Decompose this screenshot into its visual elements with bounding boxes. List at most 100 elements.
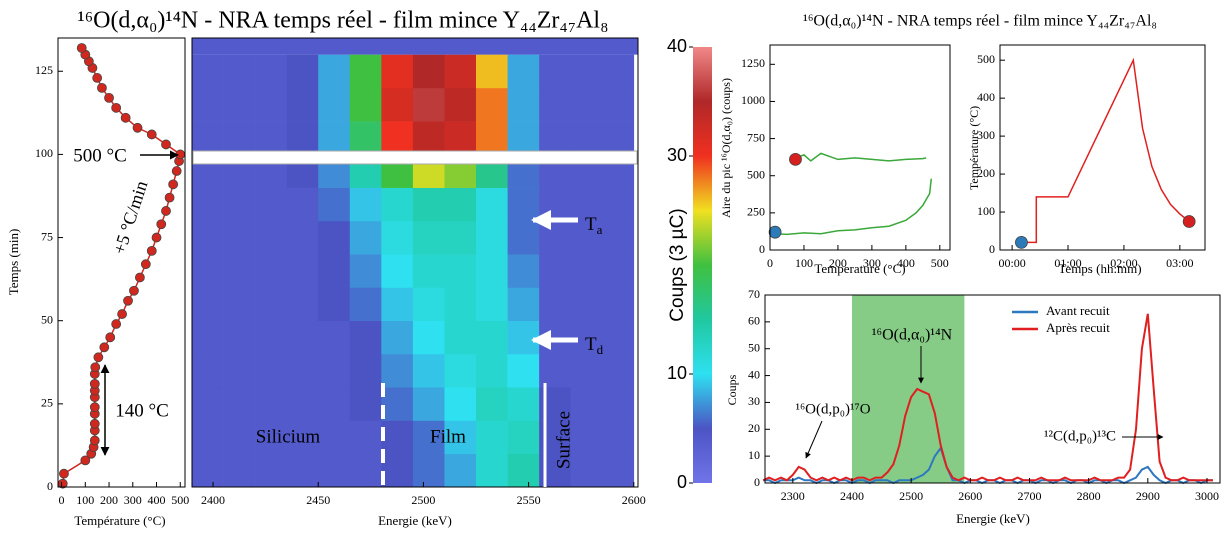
heatmap-cell xyxy=(192,420,224,455)
heatmap-cell xyxy=(349,220,382,255)
heatmap-cell xyxy=(539,87,571,122)
heatmap-cell xyxy=(381,121,414,155)
marker xyxy=(111,319,122,329)
x-tick-label: 400 xyxy=(897,256,915,270)
heatmap-cell xyxy=(570,54,603,89)
annotation: ¹⁶O(d,α₀)¹⁴N xyxy=(872,327,953,344)
heatmap-cell xyxy=(507,420,540,455)
heatmap-cell xyxy=(381,54,414,89)
heatmap-cell xyxy=(476,87,508,122)
heatmap-cell xyxy=(381,320,414,355)
marker xyxy=(768,225,782,239)
y-tick-label: 300 xyxy=(977,128,995,142)
marker xyxy=(97,82,107,93)
heatmap-cell xyxy=(318,187,351,222)
heatmap-cell xyxy=(507,387,540,421)
heatmap-cell xyxy=(381,187,414,222)
marker xyxy=(89,418,100,429)
heatmap-cell xyxy=(444,121,477,155)
y-tick-label: 500 xyxy=(977,52,995,66)
y-tick-label: 1250 xyxy=(741,56,765,70)
heatmap-cell xyxy=(286,87,319,122)
heatmap-cell xyxy=(444,453,477,488)
heatmap-cell xyxy=(223,453,256,488)
heatmap-cell xyxy=(412,387,445,421)
heatmap-cell xyxy=(318,87,351,122)
x-tick-label: 2400 xyxy=(840,489,864,503)
heatmap-cell xyxy=(318,121,351,155)
heatmap-cell xyxy=(570,121,603,155)
x-tick-label: 200 xyxy=(100,493,118,507)
heatmap-cell xyxy=(412,420,445,455)
plot-frame xyxy=(999,44,1206,251)
x-tick-label: 100 xyxy=(795,256,813,270)
series-line xyxy=(776,178,933,236)
heatmap-cell xyxy=(255,420,287,455)
marker xyxy=(146,245,157,256)
heatmap-cell xyxy=(602,320,635,355)
y-tick-label: 75 xyxy=(41,229,53,243)
heatmap-cell xyxy=(507,287,540,322)
marker xyxy=(80,455,91,466)
x-tick-label: 02:00 xyxy=(1110,256,1137,270)
plot-frame xyxy=(769,44,951,251)
arrow xyxy=(805,420,823,459)
heatmap-cell xyxy=(570,254,603,288)
heatmap-cell xyxy=(444,87,477,122)
annotation-text: T xyxy=(585,334,597,355)
heatmap-cell xyxy=(318,353,351,388)
heatmap-cell xyxy=(318,453,351,488)
y-tick-label: 50 xyxy=(41,312,53,326)
heatmap-cell xyxy=(223,387,256,421)
heatmap-cell xyxy=(602,387,635,421)
marker xyxy=(120,112,131,123)
marker xyxy=(92,73,103,83)
heatmap-cell xyxy=(412,287,445,322)
x-tick-label: 500 xyxy=(171,493,189,507)
heatmap-cell xyxy=(570,220,603,255)
x-tick-label: 2600 xyxy=(958,489,982,503)
heatmap-cell xyxy=(255,254,287,288)
heatmap-cell xyxy=(223,254,256,288)
y-tick-label: 750 xyxy=(747,130,765,144)
x-tick-label: 2550 xyxy=(517,493,541,507)
heatmap-cell xyxy=(349,187,382,222)
marker xyxy=(90,362,101,373)
marker xyxy=(161,206,171,216)
heatmap-cell xyxy=(539,320,571,355)
marker xyxy=(93,352,104,363)
colorbar-tick-label: 0 xyxy=(677,472,687,492)
heatmap-cell xyxy=(286,220,319,255)
heatmap-cell xyxy=(255,87,287,122)
y-tick-label: 100 xyxy=(35,146,53,160)
x-axis-label: Temperature (°C) xyxy=(814,261,905,276)
heatmap-cell xyxy=(286,287,319,322)
y-tick-label: 1000 xyxy=(741,93,765,107)
heatmap-cell xyxy=(349,54,382,89)
heatmap-cell xyxy=(507,54,540,89)
heatmap-cell xyxy=(476,353,508,388)
heatmap-cell xyxy=(349,254,382,288)
gap-band xyxy=(192,150,638,165)
heatmap-cell xyxy=(476,220,508,255)
y-tick-label: 25 xyxy=(41,396,53,410)
marker xyxy=(59,468,69,479)
y-tick-label: 70 xyxy=(748,287,760,301)
heatmap-cell xyxy=(507,320,540,355)
heatmap-cell xyxy=(381,453,414,488)
marker xyxy=(105,332,116,343)
heatmap-cell xyxy=(255,54,287,89)
marker xyxy=(89,435,100,446)
heatmap-cell xyxy=(507,187,540,222)
plot-frame xyxy=(764,294,1221,484)
colorbar-label: Coups (3 µC) xyxy=(667,208,688,321)
heatmap-cell xyxy=(255,121,287,155)
x-tick-label: 300 xyxy=(124,493,142,507)
marker xyxy=(789,152,802,166)
series-line xyxy=(795,152,927,162)
heatmap-cell xyxy=(507,453,540,488)
heatmap-cell xyxy=(539,121,571,155)
marker xyxy=(151,232,162,243)
heatmap-cell xyxy=(444,254,477,288)
annotation: +5 °C/min xyxy=(109,178,151,256)
